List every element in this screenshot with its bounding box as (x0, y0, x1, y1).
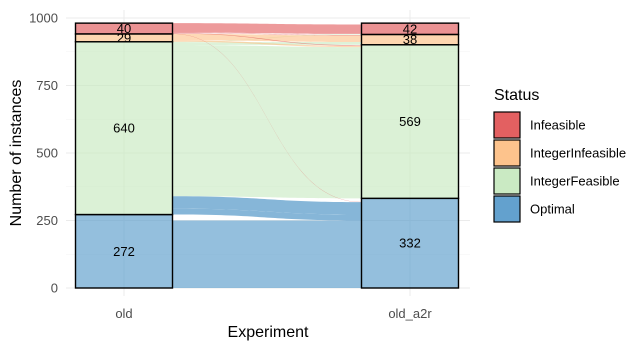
flow-band (172, 40, 362, 48)
legend-label: IntegerInfeasible (530, 146, 626, 161)
stratum-optimal (74, 213, 174, 289)
y-tick-label: 250 (36, 213, 58, 228)
data-label: 29 (117, 30, 131, 45)
stratum-integerfeasible (360, 44, 460, 200)
y-tick-label: 500 (36, 146, 58, 161)
stratum-optimal (360, 197, 460, 289)
stratum-infeasible (360, 22, 460, 36)
data-label: 272 (113, 244, 135, 259)
legend-label: Infeasible (530, 118, 586, 133)
y-tick-label: 0 (51, 281, 58, 296)
x-tick-label: old_a2r (388, 306, 432, 321)
data-label: 569 (399, 114, 421, 129)
flow-band (172, 45, 362, 199)
stratum-integerfeasible (74, 41, 174, 216)
legend-key-optimal (493, 195, 521, 223)
stratum-infeasible (74, 22, 174, 35)
y-axis-title: Number of instances (8, 80, 25, 227)
flow-band (172, 196, 362, 215)
flow-band (172, 33, 362, 43)
data-label: 332 (399, 236, 421, 251)
y-tick-label: 750 (36, 78, 58, 93)
flow-band (172, 220, 362, 288)
axis-layer: Experiment Number of instances 0 250 500 75… (8, 11, 432, 342)
x-tick-label: old (115, 306, 132, 321)
legend-key-infeasible (493, 111, 521, 139)
flow-band (172, 23, 362, 34)
data-label: 42 (403, 21, 417, 36)
y-tick-label: 1000 (29, 11, 58, 26)
legend-label: Optimal (530, 202, 575, 217)
flow-layer (172, 23, 362, 288)
legend-label: IntegerFeasible (530, 174, 620, 189)
legend: Status Infeasible IntegerInfeasible Intege… (493, 87, 626, 223)
data-label: 40 (117, 21, 131, 36)
flow-band (172, 208, 362, 221)
legend-key-integerinfeasible (493, 139, 521, 167)
x-axis-title: Experiment (228, 324, 309, 341)
data-label: 640 (113, 121, 135, 136)
data-label: 38 (403, 32, 417, 47)
flow-band (172, 32, 362, 36)
legend-key-integerfeasible (493, 167, 521, 195)
flow-band (172, 33, 362, 203)
legend-title: Status (494, 87, 539, 104)
flow-band (172, 33, 362, 46)
stratum-layer (74, 22, 460, 289)
